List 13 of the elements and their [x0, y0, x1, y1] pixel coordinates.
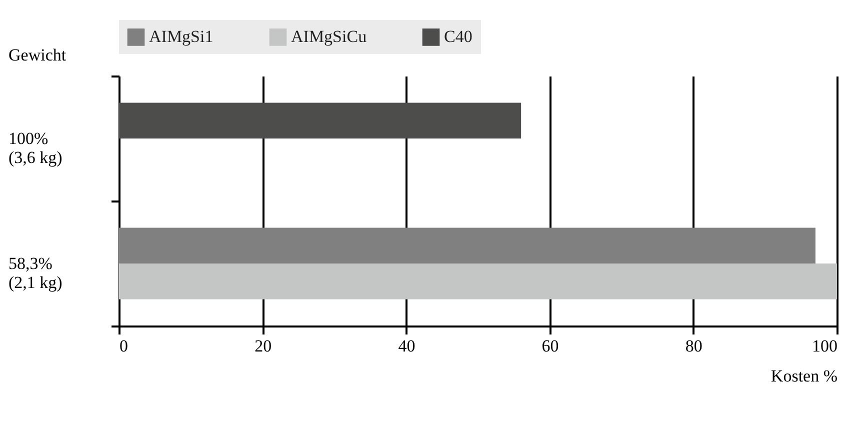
- y-tick-label: 100% (3,6 kg): [8, 129, 62, 167]
- y-axis-title: Gewicht: [8, 46, 66, 64]
- legend-label: C40: [444, 27, 472, 46]
- x-tick-label: 40: [398, 336, 416, 356]
- x-tick-label: 60: [542, 336, 559, 356]
- x-tick-label: 0: [120, 336, 128, 356]
- legend-label: AIMgSi1: [149, 27, 214, 46]
- y-tick-label: 58,3% (2,1 kg): [8, 254, 62, 292]
- x-tick-label: 100: [812, 336, 838, 356]
- x-tick-label: 20: [254, 336, 272, 356]
- x-tick-label: 80: [685, 336, 702, 356]
- legend-label: AIMgSiCu: [291, 27, 368, 46]
- x-axis-title: Kosten %: [770, 366, 838, 386]
